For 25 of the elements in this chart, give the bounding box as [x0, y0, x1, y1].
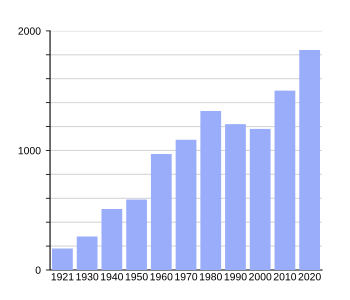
- bar: [176, 140, 196, 270]
- x-tick-label: 1940: [101, 273, 124, 280]
- bar: [274, 90, 296, 270]
- bar: [225, 124, 246, 270]
- x-tick-label: 1960: [150, 273, 172, 280]
- x-tick-label: 1921: [52, 273, 74, 280]
- x-tick-label: 1980: [200, 273, 222, 280]
- bar: [52, 248, 73, 270]
- x-tick-label: 1950: [126, 273, 148, 280]
- bar: [200, 111, 222, 270]
- x-tick-label: 1930: [76, 273, 98, 280]
- y-tick-label: 0: [36, 266, 41, 274]
- bar: [101, 209, 122, 270]
- bar: [250, 128, 271, 270]
- bar: [126, 199, 147, 270]
- y-tick-label: 1000: [18, 146, 41, 154]
- y-tick-label: 2000: [18, 27, 41, 35]
- x-tick-label: 1990: [224, 273, 247, 280]
- x-tick-label: 2000: [249, 273, 272, 280]
- x-tick-label: 2010: [274, 273, 296, 280]
- bar: [299, 50, 320, 270]
- bar: [150, 154, 172, 270]
- x-tick-label: 2020: [298, 273, 321, 280]
- x-tick-label: 1970: [175, 273, 198, 280]
- bar: [76, 236, 98, 270]
